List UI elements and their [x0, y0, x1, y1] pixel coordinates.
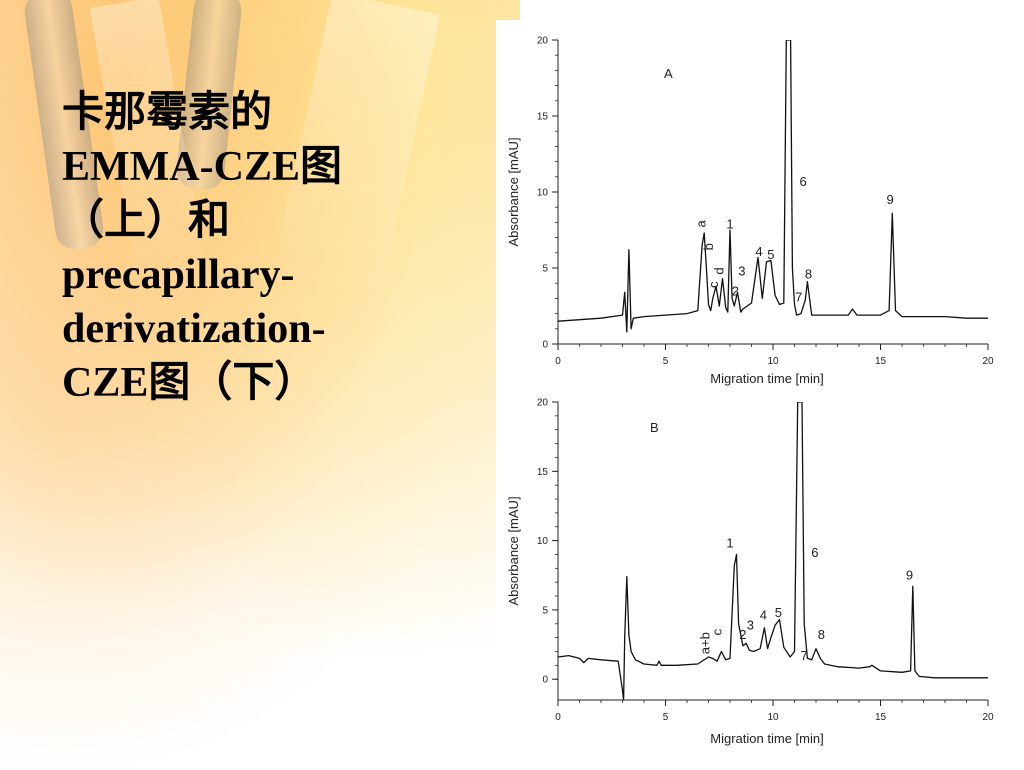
peak-label: 8	[805, 267, 812, 282]
peak-label: 7	[795, 289, 802, 304]
peak-label: 5	[767, 247, 774, 262]
x-tick-label: 0	[555, 712, 561, 723]
title-line: EMMA-CZE图	[62, 144, 342, 190]
panel-label: B	[650, 420, 659, 435]
y-tick-label: 20	[537, 398, 549, 409]
trace-line	[558, 402, 988, 701]
x-tick-label: 20	[982, 712, 994, 723]
title-line: 卡那霉素的	[62, 90, 273, 136]
title-line: precapillary-	[62, 252, 295, 298]
peak-label: c	[706, 281, 721, 288]
background-decoration	[0, 0, 520, 768]
y-tick-label: 15	[537, 112, 549, 123]
x-tick-label: 20	[982, 356, 994, 367]
x-tick-label: 10	[767, 712, 779, 723]
peak-label: 1	[726, 536, 733, 551]
slide-title: 卡那霉素的 EMMA-CZE图 （上）和 precapillary- deriv…	[62, 86, 462, 410]
y-tick-label: 20	[537, 36, 549, 47]
peak-label: 3	[747, 617, 754, 632]
peak-label: 6	[811, 545, 818, 560]
y-tick-label: 15	[537, 467, 549, 478]
chromatogram-panel: 0 5 10 15 20 0 5 10 15 20 Migration time [min] Abso…	[496, 20, 1010, 765]
y-axis-label: Absorbance [mAU]	[506, 137, 521, 246]
peak-label: 2	[732, 283, 739, 298]
x-tick-label: 5	[663, 712, 669, 723]
title-line: derivatization-	[62, 306, 326, 352]
peak-label: 3	[738, 264, 745, 279]
x-tick-label: 15	[875, 712, 887, 723]
x-axis-label: Migration time [min]	[710, 731, 823, 746]
x-tick-label: 0	[555, 356, 561, 367]
peak-label: a+b	[698, 632, 713, 654]
title-line: CZE图（下）	[62, 360, 317, 406]
trace-line	[558, 40, 988, 333]
peak-label: 4	[760, 608, 767, 623]
panel-label: A	[664, 66, 673, 81]
peak-label: d	[712, 267, 727, 274]
peak-label: 6	[799, 174, 806, 189]
title-line: （上）和	[62, 198, 231, 244]
peak-label: 7	[801, 648, 808, 663]
peak-label: 8	[818, 627, 825, 642]
x-tick-label: 15	[875, 356, 887, 367]
peak-label: 9	[887, 192, 894, 207]
y-tick-label: 5	[542, 264, 548, 275]
x-tick-label: 10	[767, 356, 779, 367]
y-axis-label: Absorbance [mAU]	[506, 496, 521, 605]
y-tick-label: 10	[537, 536, 549, 547]
peak-label: a	[693, 220, 708, 228]
peak-label: 9	[906, 567, 913, 582]
y-tick-label: 5	[542, 605, 548, 616]
peak-label: 5	[775, 605, 782, 620]
y-tick-label: 0	[542, 675, 548, 686]
peak-label: 1	[726, 216, 733, 231]
peak-label: 4	[755, 244, 762, 259]
peak-label: b	[701, 243, 716, 250]
peak-label: c	[709, 628, 724, 635]
y-tick-label: 10	[537, 188, 549, 199]
peak-label: 2	[739, 627, 746, 642]
y-tick-label: 0	[542, 340, 548, 351]
x-tick-label: 5	[663, 356, 669, 367]
x-axis-label: Migration time [min]	[710, 371, 823, 386]
